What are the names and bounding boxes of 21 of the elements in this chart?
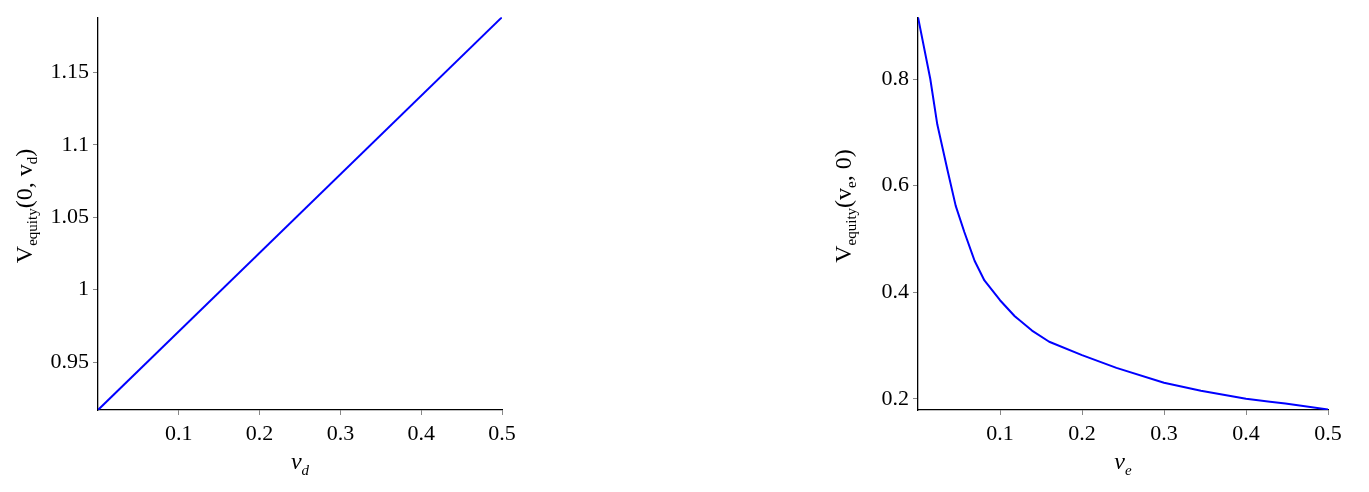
x-tick-label: 0.3	[326, 419, 355, 445]
y-tick-label: 1.15	[50, 58, 89, 84]
x-axis-title: v$_{d}$	[290, 448, 310, 479]
y-tick-label: 0.2	[881, 384, 909, 410]
y-tick-label: 0.95	[50, 347, 89, 373]
x-tick-label: 0.2	[1068, 419, 1096, 445]
x-tick-label: 0.1	[165, 419, 193, 445]
x-tick-label: 0.2	[245, 419, 274, 445]
x-tick-label: 0.4	[407, 419, 435, 445]
y-tick-label: 1	[78, 275, 89, 301]
x-tick-label: 0.3	[1150, 419, 1178, 445]
y-tick-label: 0.4	[881, 277, 909, 303]
y-tick-label: 1.05	[50, 203, 89, 228]
x-axis-title: v$_{e}$	[1114, 448, 1132, 479]
x-tick-label: 0.4	[1232, 419, 1260, 445]
y-tick-label: 1.1	[61, 130, 89, 156]
x-tick-label: 0.1	[986, 419, 1014, 445]
y-tick-label: 0.8	[881, 64, 909, 90]
y-tick-label: 0.6	[881, 171, 909, 197]
x-tick-label: 0.5	[1314, 419, 1342, 445]
x-tick-label: 0.5	[488, 419, 516, 445]
